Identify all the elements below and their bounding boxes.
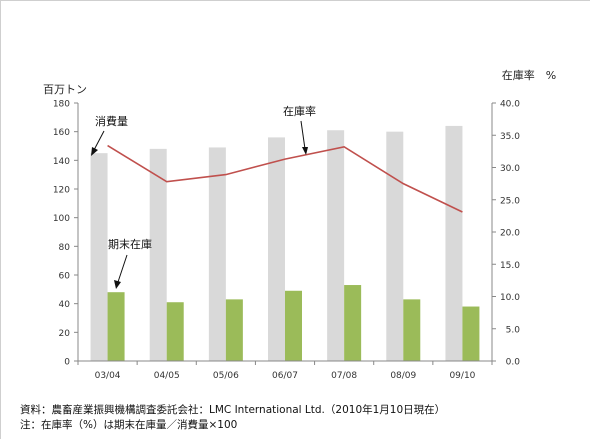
bar-consumption: [386, 131, 404, 361]
x-tick-label: 03/04: [95, 371, 121, 381]
bar-consumption: [327, 130, 345, 361]
right-axis-title: 在庫率 %: [502, 68, 556, 82]
arrowhead-ratio: [302, 147, 308, 155]
left-tick-label: 40: [59, 300, 71, 310]
bar-consumption: [149, 148, 167, 361]
x-tick-label: 05/06: [213, 371, 239, 381]
bar-stock: [166, 302, 184, 361]
left-tick-label: 140: [53, 157, 70, 167]
annotation-stock: 期末在庫: [108, 237, 152, 251]
left-tick-label: 160: [53, 128, 70, 138]
right-tick-label: 20.0: [500, 229, 520, 239]
x-tick-label: 09/10: [449, 371, 475, 381]
right-tick-label: 0.0: [506, 358, 521, 368]
left-tick-label: 180: [53, 100, 70, 110]
left-tick-label: 60: [59, 272, 71, 282]
right-tick-label: 15.0: [500, 261, 520, 271]
left-tick-label: 100: [53, 214, 70, 224]
bar-consumption: [268, 137, 285, 361]
source-note: 資料：農畜産業振興機構調査委託会社：LMC International Ltd.…: [20, 404, 446, 416]
bar-consumption: [90, 153, 108, 361]
x-tick-label: 04/05: [154, 371, 180, 381]
left-tick-label: 120: [53, 186, 70, 196]
bar-consumption: [208, 147, 226, 361]
annotation-ratio: 在庫率: [283, 104, 316, 118]
x-tick-label: 07/08: [331, 371, 357, 381]
footnote: 注：在庫率（%）は期末在庫量／消費量×100: [20, 419, 238, 431]
right-tick-label: 5.0: [506, 325, 521, 335]
x-tick-label: 06/07: [272, 371, 298, 381]
x-tick-label: 08/09: [390, 371, 416, 381]
arrowhead-consumption: [91, 147, 98, 156]
bar-stock: [462, 306, 480, 361]
frame-left-border: [0, 0, 1, 439]
right-tick-label: 40.0: [500, 100, 520, 110]
right-tick-label: 35.0: [500, 132, 520, 142]
arrow-ratio: [300, 120, 306, 150]
bar-stock: [107, 292, 125, 361]
left-axis-title: 百万トン: [43, 83, 87, 96]
right-tick-label: 30.0: [500, 164, 520, 174]
left-tick-label: 0: [64, 358, 70, 368]
bar-consumption: [445, 125, 463, 361]
bar-stock: [344, 285, 362, 361]
annotation-consumption: 消費量: [95, 114, 128, 128]
bar-stock: [225, 299, 243, 361]
bar-stock: [285, 290, 302, 361]
arrow-stock: [117, 254, 128, 283]
line-stock-ratio: [107, 144, 463, 213]
bar-stock: [403, 299, 421, 361]
frame-top-border: [0, 0, 590, 1]
right-tick-label: 25.0: [500, 196, 520, 206]
left-tick-label: 20: [59, 329, 71, 339]
arrow-consumption: [93, 130, 105, 151]
arrowhead-stock: [114, 280, 121, 289]
right-tick-label: 10.0: [500, 293, 520, 303]
left-tick-label: 80: [59, 243, 71, 253]
